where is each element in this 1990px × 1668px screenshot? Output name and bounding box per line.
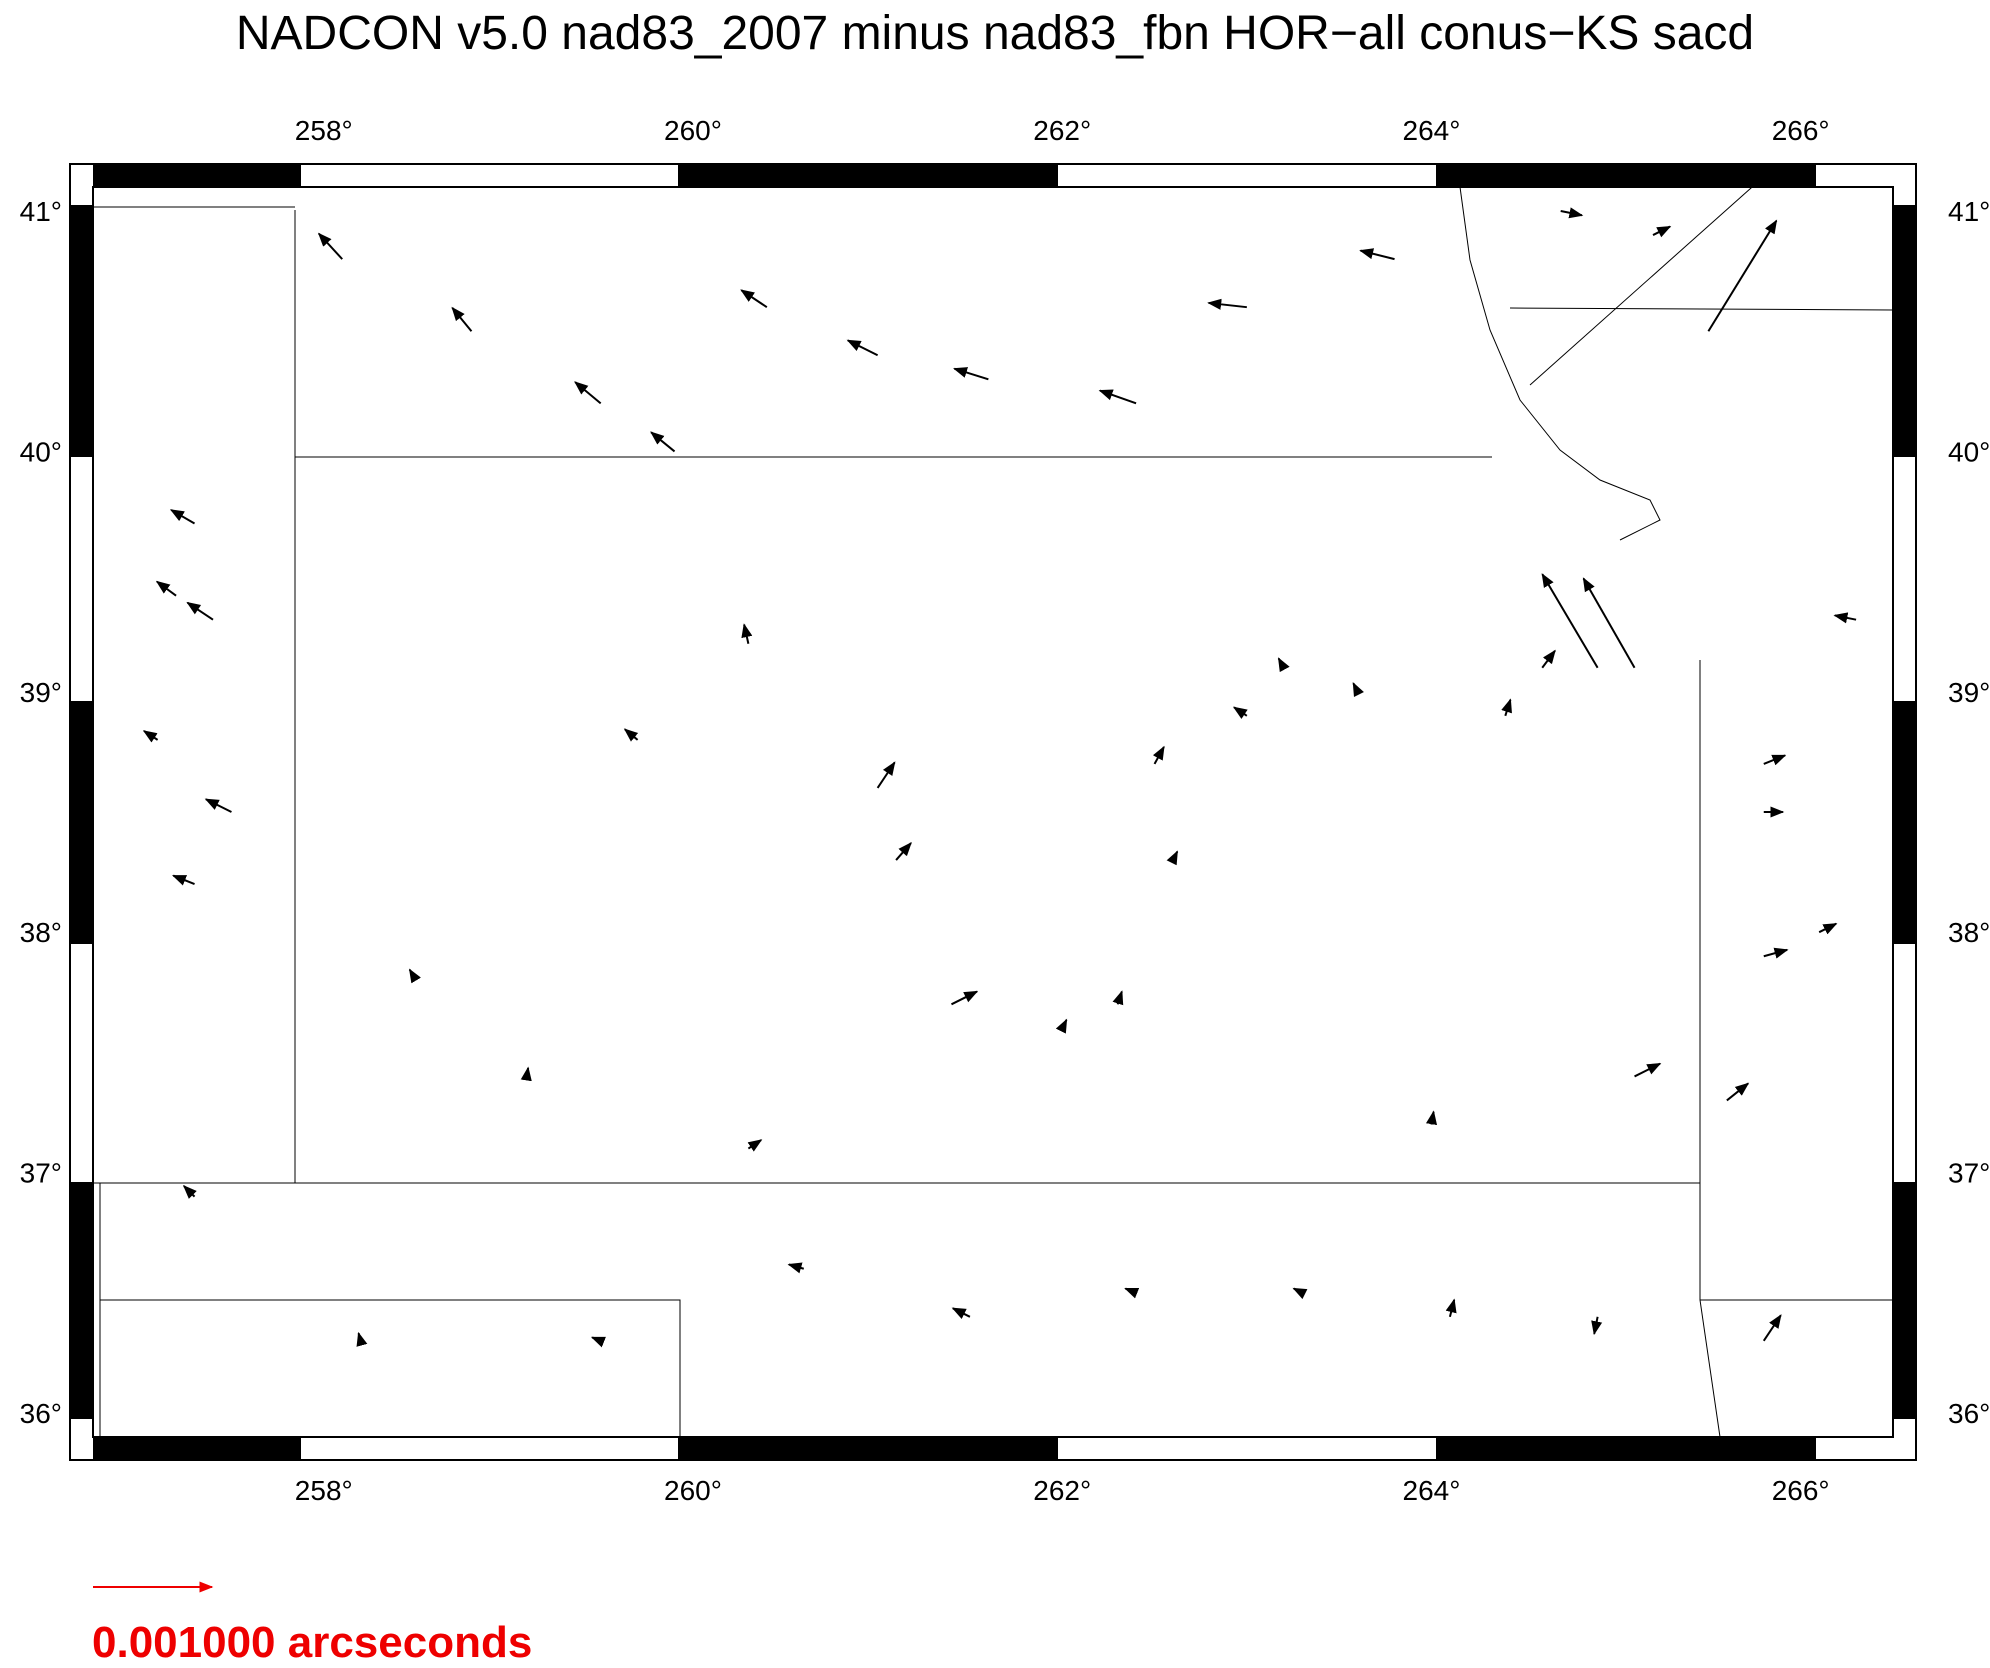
tick-labels: 258° 258° 260° 260° 262° 262° 264° 264° 266° 266°… <box>20 115 1990 1506</box>
vector-arrow <box>1166 850 1179 866</box>
map-plot-area <box>92 186 1894 1438</box>
vector-arrow <box>1634 1062 1662 1078</box>
y-tick-left-36: 36° <box>20 1398 62 1429</box>
bottom-frame-bar <box>93 1437 1816 1460</box>
vector-arrow <box>787 1262 805 1274</box>
state-borders <box>93 179 1894 1438</box>
y-tick-left-39: 39° <box>20 677 62 708</box>
vector-arrow <box>1582 577 1636 669</box>
vector-arrow <box>1501 698 1512 717</box>
vector-arrow <box>1833 612 1857 624</box>
vector-arrow <box>951 1307 971 1319</box>
vector-arrow <box>356 1331 368 1347</box>
vector-arrow <box>1112 990 1124 1006</box>
x-tick-bottom-266: 266° <box>1772 1475 1830 1506</box>
right-frame-bar <box>1893 205 1916 1419</box>
y-tick-right-38: 38° <box>1948 917 1990 948</box>
vector-arrow <box>1359 248 1395 261</box>
y-tick-right-37: 37° <box>1948 1158 1990 1189</box>
x-tick-top-260: 260° <box>664 115 722 146</box>
x-tick-top-266: 266° <box>1772 115 1830 146</box>
vector-arrow <box>1207 298 1247 310</box>
vector-arrow <box>1232 706 1248 719</box>
vector-arrow <box>1152 745 1165 765</box>
vector-arrow <box>1591 1316 1603 1336</box>
mo-ia-diagonal <box>1529 179 1761 386</box>
vector-arrow <box>169 509 196 525</box>
vector-arrow <box>1560 207 1584 219</box>
vector-arrow <box>186 601 214 621</box>
vector-arrow <box>1818 922 1838 935</box>
y-tick-right-41: 41° <box>1948 196 1990 227</box>
vector-arrow <box>650 431 676 453</box>
vector-arrow <box>623 728 639 742</box>
vector-arrow <box>895 842 912 861</box>
map-title: NADCON v5.0 nad83_2007 minus nad83_fbn H… <box>235 7 1755 60</box>
vector-arrow <box>204 798 232 813</box>
vector-arrow <box>1762 1314 1782 1342</box>
vector-arrow <box>171 874 195 886</box>
vector-arrow <box>590 1336 606 1348</box>
x-tick-top-258: 258° <box>295 115 353 146</box>
vector-arrow <box>155 580 177 597</box>
vector-arrow <box>451 306 473 332</box>
vector-arrow <box>574 381 602 405</box>
vector-arrow <box>951 990 979 1006</box>
vector-arrow <box>1445 1298 1457 1318</box>
vector-arrow <box>846 339 879 357</box>
vector-arrow <box>1124 1287 1140 1299</box>
vector-arrow <box>1763 754 1787 766</box>
vector-arrow <box>317 232 343 260</box>
iowa-missouri-border <box>1509 307 1894 311</box>
vector-arrow <box>1055 1018 1068 1034</box>
top-frame-bar <box>93 164 1816 187</box>
vector-arrow <box>1292 1287 1308 1300</box>
map-outer-frame <box>69 163 1917 1461</box>
x-tick-bottom-264: 264° <box>1403 1475 1461 1506</box>
x-tick-top-262: 262° <box>1033 115 1091 146</box>
missouri-river <box>1459 186 1661 541</box>
y-tick-right-39: 39° <box>1948 677 1990 708</box>
vector-arrow <box>1763 947 1789 959</box>
vector-arrow <box>747 1139 763 1152</box>
displacement-vectors <box>142 207 1857 1348</box>
vector-arrow <box>1425 1110 1438 1126</box>
x-tick-bottom-262: 262° <box>1033 1475 1091 1506</box>
vector-arrow <box>408 968 421 984</box>
vector-arrow <box>740 289 768 309</box>
vector-arrow <box>876 761 896 789</box>
y-tick-left-37: 37° <box>20 1158 62 1189</box>
y-tick-right-40: 40° <box>1948 436 1990 467</box>
left-frame-bar <box>70 205 93 1419</box>
scale-label: 0.001000 arcseconds <box>92 1618 533 1667</box>
vector-arrow <box>1652 225 1672 238</box>
y-tick-left-41: 41° <box>20 196 62 227</box>
vector-arrow <box>142 730 159 743</box>
vector-arrow <box>741 623 753 644</box>
vector-arrow <box>1098 389 1137 405</box>
y-tick-left-40: 40° <box>20 436 62 467</box>
vector-arrow <box>1726 1082 1750 1102</box>
vector-arrow <box>182 1185 197 1199</box>
x-tick-top-264: 264° <box>1403 115 1461 146</box>
y-tick-left-38: 38° <box>20 917 62 948</box>
y-tick-right-36: 36° <box>1948 1398 1990 1429</box>
kansas-missouri-border <box>1699 660 1721 1438</box>
vector-arrow <box>1352 682 1365 698</box>
vector-arrow <box>953 367 989 381</box>
vector-arrow <box>520 1066 532 1082</box>
x-tick-bottom-260: 260° <box>664 1475 722 1506</box>
vector-arrow <box>1277 657 1290 673</box>
oklahoma-panhandle <box>100 1299 681 1437</box>
x-tick-bottom-258: 258° <box>295 1475 353 1506</box>
vector-arrow <box>1541 649 1556 669</box>
vector-arrow <box>1541 573 1599 669</box>
vector-arrow <box>1707 219 1778 332</box>
